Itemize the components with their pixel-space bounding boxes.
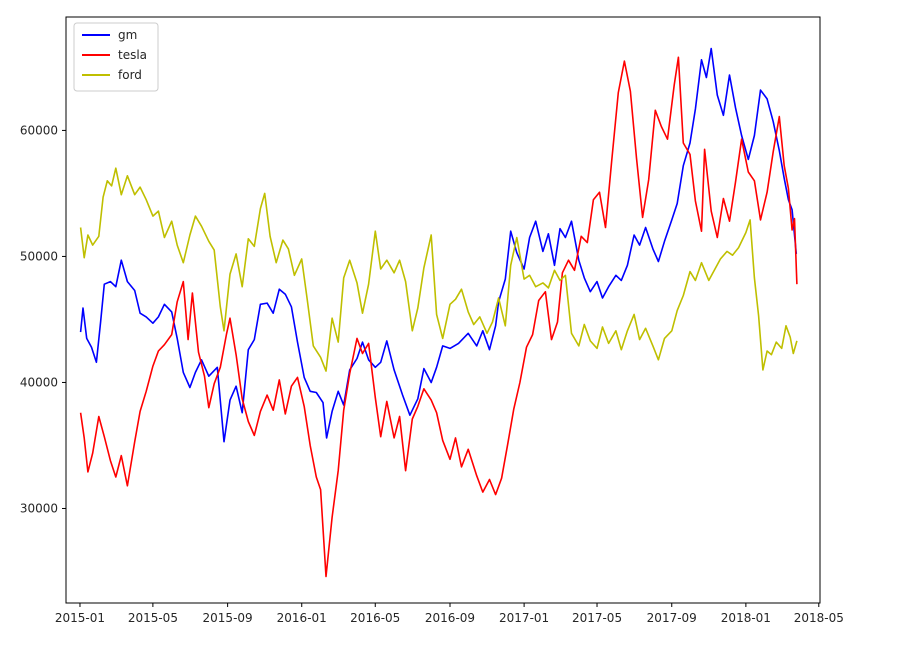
x-tick-label: 2016-01: [277, 611, 327, 625]
plot-area: [66, 17, 820, 603]
y-tick-label: 50000: [20, 249, 58, 263]
y-tick-label: 60000: [20, 123, 58, 137]
x-tick-label: 2016-05: [350, 611, 400, 625]
series-line-ford: [79, 167, 798, 372]
x-tick-label: 2018-05: [794, 611, 844, 625]
y-tick-label: 30000: [20, 501, 58, 515]
y-axis: 30000 40000 50000 60000: [20, 123, 66, 515]
x-tick-label: 2016-09: [425, 611, 475, 625]
y-tick-label: 40000: [20, 375, 58, 389]
x-tick-label: 2015-09: [203, 611, 253, 625]
legend-label-tesla: tesla: [118, 48, 147, 62]
series-line-tesla: [79, 56, 798, 578]
x-tick-label: 2017-01: [499, 611, 549, 625]
series-layer: [79, 47, 798, 578]
series-line-gm: [79, 47, 798, 443]
legend-label-ford: ford: [118, 68, 142, 82]
x-tick-label: 2018-01: [721, 611, 771, 625]
legend-label-gm: gm: [118, 28, 137, 42]
plot-frame: [65, 16, 821, 604]
x-tick-label: 2017-09: [647, 611, 697, 625]
x-tick-label: 2015-05: [128, 611, 178, 625]
x-tick-label: 2017-05: [572, 611, 622, 625]
x-tick-label: 2015-01: [55, 611, 105, 625]
legend: gm tesla ford: [73, 22, 159, 92]
x-axis: 2015-01 2015-05 2015-09 2016-01 2016-05 2016-…: [55, 603, 844, 625]
